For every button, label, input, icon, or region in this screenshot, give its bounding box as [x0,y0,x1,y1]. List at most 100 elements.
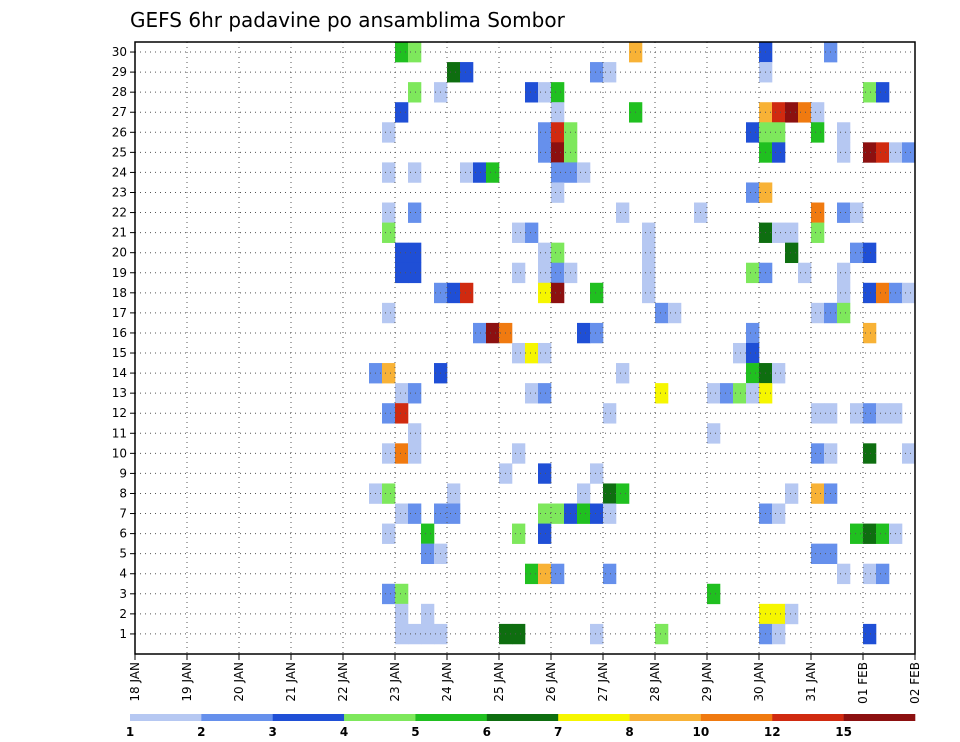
heatmap-cell [746,322,760,344]
y-tick-label: 22 [112,206,127,220]
heatmap-cell [538,523,552,544]
y-tick-label: 17 [112,306,127,320]
y-tick-label: 7 [119,507,127,521]
heatmap-cell [408,383,422,404]
heatmap-cell [642,242,656,264]
colorbar-label: 5 [411,725,419,739]
x-tick-label: 26 JAN [544,662,558,702]
heatmap-cell [382,202,396,223]
heatmap-cell [707,383,721,404]
heatmap-cell [408,82,422,103]
heatmap-cell [551,262,565,284]
colorbar-label: 15 [835,725,852,739]
heatmap-cell [655,302,669,324]
heatmap-cell [382,443,396,464]
y-tick-label: 18 [112,286,127,300]
heatmap-cell [460,282,474,304]
heatmap-cell [837,302,851,324]
heatmap-cell [382,363,396,384]
heatmap-cell [772,603,786,625]
heatmap-cell [551,242,565,264]
heatmap-cell [811,122,825,143]
heatmap-cell [863,623,877,645]
heatmap-cell [395,623,409,645]
colorbar-label: 1 [126,725,134,739]
heatmap-cell [863,142,877,163]
heatmap-cell [590,322,604,344]
y-tick-label: 23 [112,185,127,199]
y-tick-label: 21 [112,226,127,240]
heatmap-cell [538,282,552,304]
heatmap-cell [447,503,461,524]
colorbar-segment [558,714,630,721]
y-tick-label: 15 [112,346,127,360]
y-tick-label: 13 [112,386,127,400]
heatmap-cell [395,242,409,264]
heatmap-cell [902,443,916,464]
heatmap-cell [382,222,396,243]
heatmap-cell [421,623,435,645]
heatmap-cell [811,102,825,123]
x-tick-label: 23 JAN [388,662,402,702]
y-tick-label: 25 [112,145,127,159]
heatmap-cell [603,503,617,524]
colorbar-label: 6 [483,725,491,739]
y-tick-label: 26 [112,125,127,139]
heatmap-cell [382,483,396,504]
colorbar-segment [415,714,488,721]
heatmap-cell [811,483,825,504]
heatmap-cell [837,262,851,284]
heatmap-cell [785,483,799,504]
x-tick-label: 21 JAN [284,662,298,702]
heatmap-cell [876,282,890,304]
heatmap-cell [746,122,760,143]
colorbar: 1 2 3 4 5 6 7 8 10 12 15 [126,714,916,739]
heatmap-cell [785,603,799,625]
heatmap-cell [850,202,864,223]
x-tick-label: 20 JAN [232,662,246,702]
heatmap-cell [772,222,786,243]
heatmap-cell [382,523,396,544]
heatmap-cell [863,82,877,103]
heatmap-cell [408,503,422,524]
colorbar-segment [130,714,202,721]
heatmap-cell [551,503,565,524]
heatmap-cell [447,62,461,83]
y-tick-label: 8 [119,486,127,500]
heatmap-cell [603,403,617,424]
x-tick-label: 19 JAN [180,662,194,702]
heatmap-cell [382,122,396,143]
heatmap-cell [395,603,409,625]
colorbar-label: 10 [693,725,710,739]
heatmap-cell [837,122,851,143]
heatmap-cell [590,62,604,83]
heatmap-cell [642,222,656,243]
heatmap-cell [460,162,474,183]
heatmap-cell [382,162,396,183]
heatmap-cell [538,262,552,284]
x-axis: 18 JAN 19 JAN 20 JAN 21 JAN 22 JAN 23 JAN 24 J… [128,654,922,704]
heatmap-cell [525,82,539,103]
heatmap-cell [551,563,565,585]
heatmap-cell [772,503,786,524]
heatmap-cell [603,563,617,585]
heatmap-cell [746,342,760,364]
heatmap-cell [902,142,916,163]
heatmap-cell [395,443,409,464]
heatmap-cell [538,463,552,484]
heatmap-cell [772,122,786,143]
heatmap-cell [551,82,565,103]
heatmap-cell [395,102,409,123]
x-tick-label: 29 JAN [700,662,714,702]
colorbar-segment [772,714,844,721]
heatmap-cell [525,563,539,585]
heatmap-cell [460,62,474,83]
heatmap-cell [733,342,747,364]
heatmap-cell [551,142,565,163]
heatmap-cell [421,603,435,625]
heatmap-cell [408,423,422,444]
y-tick-label: 30 [112,45,127,59]
heatmap-cell [577,483,591,504]
heatmap-cell [512,623,526,645]
